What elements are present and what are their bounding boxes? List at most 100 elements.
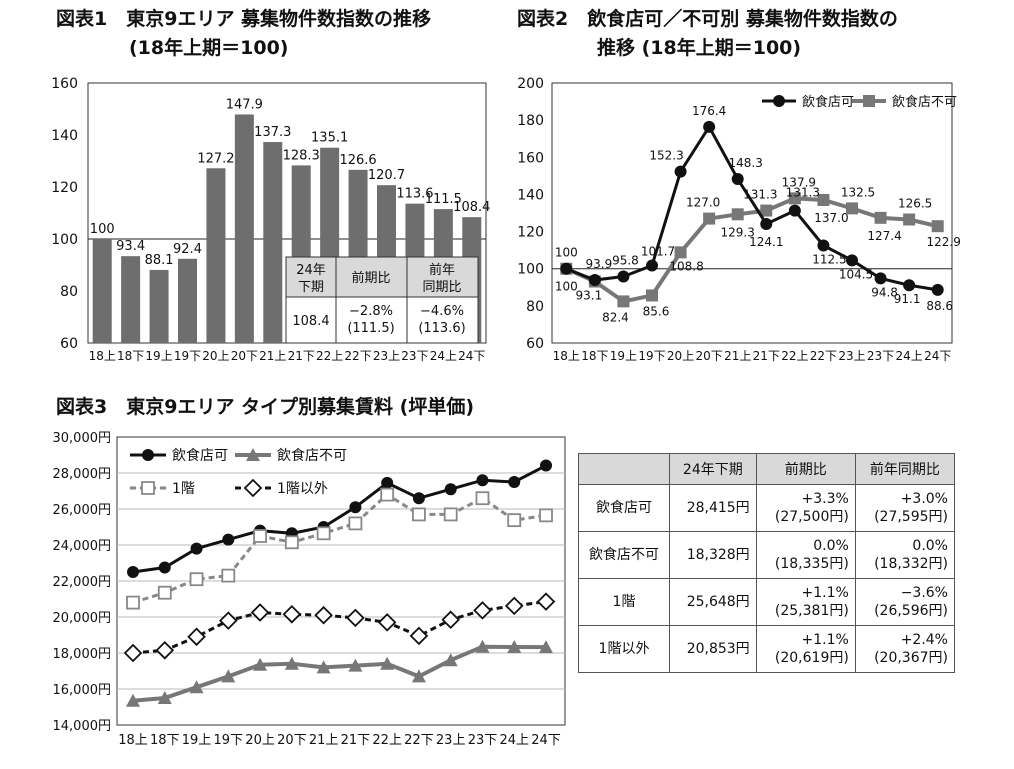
x-tick-label: 20上 <box>202 349 229 363</box>
plot-frame <box>551 82 953 344</box>
data-label: 137.0 <box>814 211 848 225</box>
point-marker <box>476 474 489 487</box>
x-tick-label: 23上 <box>436 733 466 748</box>
point-marker <box>381 476 394 489</box>
bar <box>92 239 112 343</box>
point-marker <box>316 660 331 674</box>
point-marker <box>243 478 263 498</box>
point-marker <box>674 246 687 259</box>
data-label: 108.4 <box>453 200 490 215</box>
point-marker <box>187 627 206 647</box>
point-marker <box>250 603 270 622</box>
bar <box>149 269 169 343</box>
x-tick-label: 23下 <box>468 733 498 748</box>
row-value: 18,328円 <box>669 531 757 579</box>
row-label: 飲食店不可 <box>578 531 670 579</box>
point-marker <box>931 283 944 296</box>
y-tick-label: 120 <box>517 225 544 241</box>
y-tick-label: 100 <box>517 262 544 278</box>
data-label: 128.3 <box>283 148 320 163</box>
y-tick-label: 180 <box>517 113 544 129</box>
row-yoy-pct: −3.6% <box>900 585 948 601</box>
data-label: 120.7 <box>368 168 405 183</box>
x-tick-label: 20上 <box>245 733 275 748</box>
row-yoy-pct: +3.0% <box>900 491 948 507</box>
fig3-th-blank <box>578 453 670 485</box>
point-marker <box>158 561 171 574</box>
row-yoy-prev: (27,595円) <box>874 509 948 525</box>
row-qoq-prev: (27,500円) <box>774 509 849 525</box>
data-label: 126.6 <box>339 153 376 168</box>
row-yoy: −3.6% (26,596円) <box>854 578 956 626</box>
y-tick-label: 140 <box>517 187 544 203</box>
point-marker <box>314 605 333 625</box>
point-marker <box>126 595 140 610</box>
y-tick-label: 140 <box>51 128 78 144</box>
data-label: 131.3 <box>743 188 777 202</box>
x-tick-label: 23上 <box>373 349 400 363</box>
x-tick-label: 18上 <box>118 733 148 748</box>
x-tick-label: 21上 <box>259 349 286 363</box>
point-marker <box>412 492 425 505</box>
fig1-title: 図表1 東京9エリア 募集物件数指数の推移 <box>56 8 432 30</box>
legend-label: 1階以外 <box>277 481 328 497</box>
legend-label: 飲食店不可 <box>892 94 957 110</box>
row-label: 1階 <box>578 578 670 626</box>
data-label: 92.4 <box>173 242 202 257</box>
point-marker <box>141 481 155 495</box>
row-yoy-prev: (18,332円) <box>874 556 948 572</box>
x-tick-label: 18上 <box>553 349 580 363</box>
data-label: 127.2 <box>197 151 234 166</box>
x-tick-label: 23下 <box>401 349 428 363</box>
point-marker <box>253 657 268 671</box>
data-label: 137.3 <box>254 125 291 140</box>
x-tick-label: 22下 <box>404 733 434 748</box>
point-marker <box>507 640 522 654</box>
point-marker <box>903 279 916 292</box>
data-label: 100 <box>555 280 578 294</box>
point-marker <box>617 295 630 308</box>
fig3-title: 図表3 東京9エリア タイプ別募集賃料 (坪単価) <box>56 396 475 418</box>
point-marker <box>931 220 944 233</box>
bar <box>234 114 254 344</box>
point-marker <box>412 507 426 522</box>
table-row: 1階以外 20,853円 +1.1% (20,619円) +2.4% (20,367… <box>578 625 956 673</box>
row-qoq: +1.1% (20,619円) <box>755 625 856 673</box>
table-row: 飲食店不可 18,328円 0.0% (18,335円) 0.0% (18,332円… <box>578 531 956 579</box>
y-tick-label: 80 <box>60 284 78 300</box>
data-label: 131.3 <box>786 186 820 200</box>
x-tick-label: 24上 <box>430 349 457 363</box>
x-tick-label: 24上 <box>896 349 923 363</box>
point-marker <box>473 601 492 620</box>
point-marker <box>282 605 302 624</box>
point-marker <box>157 691 172 704</box>
point-marker <box>536 592 556 611</box>
point-marker <box>126 693 140 707</box>
y-tick-label: 22,000円 <box>53 575 112 590</box>
point-marker <box>475 491 490 506</box>
y-tick-label: 30,000円 <box>53 431 112 446</box>
data-label: 148.3 <box>729 156 763 170</box>
data-label: 124.1 <box>749 235 783 249</box>
fig1-subtitle: (18年上期＝100) <box>129 37 289 59</box>
point-marker <box>646 289 658 302</box>
x-tick-label: 22下 <box>810 349 837 363</box>
x-tick-label: 21下 <box>341 733 371 748</box>
data-label: 91.1 <box>894 292 921 306</box>
fig3-table: 24年下期 前期比 前年同期比 飲食店可 28,415円 +3.3% (27,50… <box>578 453 956 673</box>
x-tick-label: 22下 <box>344 349 371 363</box>
x-tick-label: 19上 <box>145 349 172 363</box>
row-yoy: +2.4% (20,367円) <box>854 625 956 673</box>
data-label: 176.4 <box>692 104 726 118</box>
data-label: 88.6 <box>926 299 953 313</box>
row-label: 1階以外 <box>578 625 670 673</box>
data-label: 152.3 <box>649 149 683 163</box>
data-label: 95.8 <box>612 254 639 268</box>
y-tick-label: 100 <box>51 232 78 248</box>
row-qoq-pct: 0.0% <box>813 538 849 554</box>
row-value: 28,415円 <box>669 484 757 532</box>
x-tick-label: 21下 <box>288 349 315 363</box>
row-qoq-prev: (25,381円) <box>774 603 849 619</box>
x-tick-label: 18上 <box>89 349 116 363</box>
data-label: 127.4 <box>867 229 901 243</box>
